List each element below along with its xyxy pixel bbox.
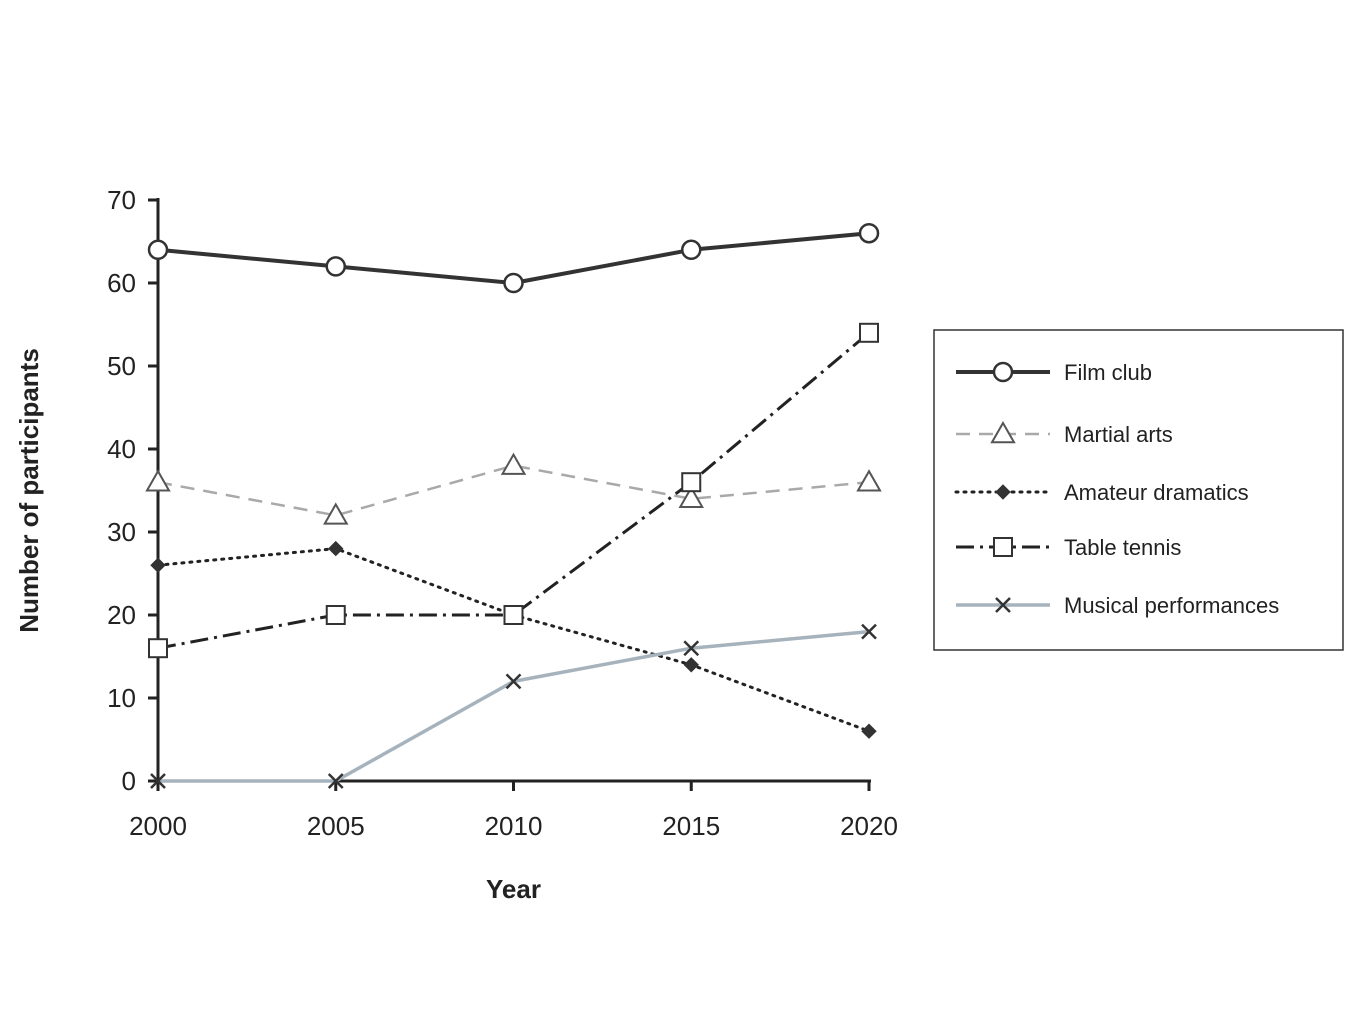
x-ticks: 2000 2005 2010 2015 2020	[129, 781, 898, 841]
data-point-musical-performances	[861, 623, 877, 640]
legend-label: Musical performances	[1064, 593, 1279, 618]
y-tick-label: 0	[122, 766, 136, 796]
series-table-tennis	[148, 322, 879, 659]
data-point-amateur-dramatics	[683, 657, 699, 673]
y-tick-label: 60	[107, 268, 136, 298]
data-point-musical-performances	[683, 640, 700, 657]
legend-marker	[992, 361, 1014, 383]
series-line-musical-performances	[158, 629, 870, 783]
data-point-martial-arts	[856, 469, 882, 492]
data-point-film-club	[147, 239, 169, 261]
legend: Film club Martial arts Amateur dramatics Ta…	[933, 329, 1344, 651]
x-tick-label: 2015	[662, 811, 720, 841]
series-martial-arts	[145, 452, 882, 525]
legend-item-musical-performances: Musical performances	[956, 593, 1279, 618]
y-tick-label: 30	[107, 517, 136, 547]
legend-label: Martial arts	[1064, 422, 1173, 447]
data-point-martial-arts	[145, 469, 171, 492]
legend-label: Film club	[1064, 360, 1152, 385]
series-line-martial-arts	[157, 464, 870, 517]
legend-label: Table tennis	[1064, 535, 1181, 560]
data-point-musical-performances	[150, 773, 166, 789]
legend-marker	[990, 420, 1016, 444]
legend-item-martial-arts: Martial arts	[956, 420, 1173, 447]
y-tick-label: 10	[107, 683, 136, 713]
series-musical-performances	[150, 623, 877, 789]
x-tick-label: 2005	[307, 811, 365, 841]
data-point-martial-arts	[500, 452, 527, 475]
data-point-table-tennis	[148, 638, 168, 659]
legend-marker	[995, 484, 1011, 500]
data-point-film-club	[503, 272, 524, 294]
legend-items: Film club Martial arts Amateur dramatics Ta…	[954, 360, 1279, 618]
series-layer	[145, 222, 882, 789]
data-point-table-tennis	[325, 605, 346, 625]
y-axis-title: Number of participants	[14, 348, 44, 633]
series-film-club	[147, 222, 880, 294]
x-axis-title: Year	[486, 874, 541, 904]
x-tick-label: 2010	[485, 811, 543, 841]
y-tick-label: 70	[107, 185, 136, 215]
data-point-film-club	[325, 256, 346, 277]
data-point-musical-performances	[505, 673, 522, 690]
data-point-martial-arts	[678, 485, 704, 509]
data-point-amateur-dramatics	[861, 723, 877, 739]
data-point-table-tennis	[681, 472, 702, 493]
y-tick-label: 40	[107, 434, 136, 464]
data-point-table-tennis	[859, 322, 879, 343]
legend-label: Amateur dramatics	[1064, 480, 1249, 505]
data-point-film-club	[681, 239, 702, 261]
data-point-table-tennis	[503, 605, 524, 625]
data-point-amateur-dramatics	[150, 557, 166, 573]
data-point-musical-performances	[327, 773, 344, 789]
y-tick-label: 20	[107, 600, 136, 630]
legend-item-amateur-dramatics: Amateur dramatics	[954, 480, 1249, 505]
y-ticks: 0 10 20 30 40 50 60 70	[107, 185, 158, 796]
y-tick-label: 50	[107, 351, 136, 381]
axes: 0 10 20 30 40 50 60 70 2000 2005 2010 2015 2020 Num…	[14, 185, 898, 904]
legend-item-film-club: Film club	[956, 360, 1152, 385]
legend-marker	[993, 537, 1013, 557]
data-point-amateur-dramatics	[328, 540, 344, 557]
legend-marker	[995, 597, 1011, 613]
x-tick-label: 2020	[840, 811, 898, 841]
x-tick-label: 2000	[129, 811, 187, 841]
legend-item-table-tennis: Table tennis	[956, 535, 1181, 560]
series-line-table-tennis	[157, 331, 870, 650]
data-point-film-club	[858, 222, 880, 244]
data-point-martial-arts	[323, 502, 349, 525]
